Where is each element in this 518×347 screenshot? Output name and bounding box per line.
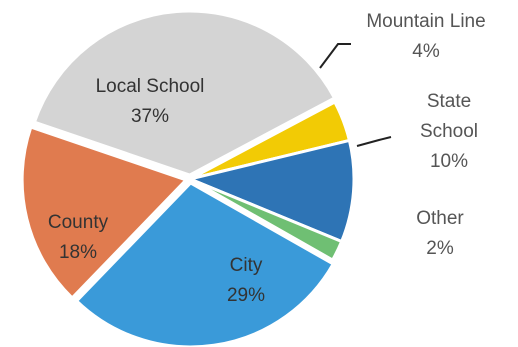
leader-line-state-school xyxy=(356,136,392,147)
leader-line-mountain-line xyxy=(319,43,351,69)
label-other-name: Other xyxy=(416,208,464,229)
label-state-school-name-1: State xyxy=(427,91,471,112)
label-mountain-line-name: Mountain Line xyxy=(366,11,485,32)
pie-slice-local-school xyxy=(32,9,336,177)
label-city-name: City xyxy=(230,255,263,276)
label-local-school-value: 37% xyxy=(131,106,169,127)
label-county-value: 18% xyxy=(59,242,97,263)
pie-slice-county xyxy=(20,125,188,300)
label-state-school-name-2: School xyxy=(420,121,478,142)
label-state-school-value: 10% xyxy=(430,151,468,172)
label-city-value: 29% xyxy=(227,285,265,306)
label-mountain-line-value: 4% xyxy=(412,41,440,62)
label-county-name: County xyxy=(48,212,109,233)
pie-slice-other xyxy=(188,177,344,262)
label-other-value: 2% xyxy=(426,238,454,259)
label-local-school-name: Local School xyxy=(96,76,205,97)
pie-slice-state-school xyxy=(188,138,356,243)
pie-slices xyxy=(20,9,356,347)
pie-slice-city xyxy=(75,181,335,347)
